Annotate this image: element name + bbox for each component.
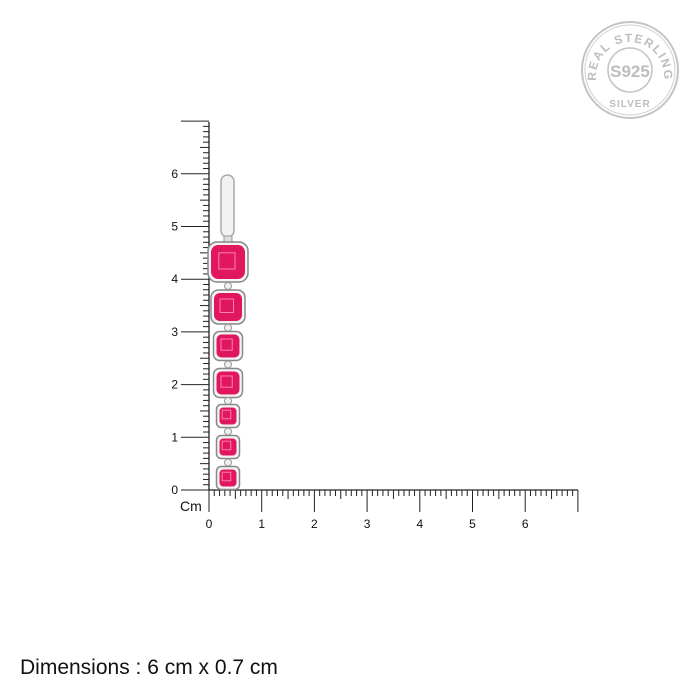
chain-link	[224, 397, 232, 405]
horizontal-tick-label: 3	[364, 517, 371, 531]
pink-gemstone	[219, 407, 237, 425]
chain-link	[224, 282, 232, 290]
horizontal-tick-label: 6	[522, 517, 529, 531]
gemstone-facet	[219, 298, 234, 313]
earring	[207, 174, 249, 491]
ruler-unit-label: Cm	[180, 498, 202, 514]
vertical-tick-label: 4	[171, 272, 178, 286]
gemstone-facet	[221, 409, 232, 420]
horizontal-tick-label: 4	[416, 517, 423, 531]
vertical-tick-label: 0	[171, 483, 178, 497]
gemstone-facet	[221, 471, 232, 482]
horizontal-tick-label: 1	[258, 517, 265, 531]
horizontal-tick-label: 0	[206, 517, 213, 531]
gemstone-facet	[218, 252, 236, 270]
chain-link	[224, 323, 232, 332]
pink-gemstone	[211, 245, 245, 279]
vertical-tick-label: 6	[171, 167, 178, 181]
vertical-tick-label: 2	[171, 378, 178, 392]
pink-gemstone	[219, 438, 237, 456]
chain-link	[224, 360, 232, 369]
vertical-tick-label: 3	[171, 325, 178, 339]
vertical-tick-label: 1	[171, 430, 178, 444]
horizontal-tick-label: 2	[311, 517, 318, 531]
measurement-ruler: 0 1 2 3 4 5 6 0 1 2 3 4 5 6	[171, 120, 579, 531]
dimensions-text: Dimensions : 6 cm x 0.7 cm	[20, 656, 278, 679]
hoop-clasp	[220, 174, 235, 238]
pink-gemstone	[216, 371, 240, 395]
pink-gemstone	[214, 293, 242, 321]
chain-link	[224, 427, 232, 436]
vertical-tick-label: 5	[171, 220, 178, 234]
sterling-silver-badge: REAL STERLING S925 SILVER	[581, 21, 679, 119]
badge-bottom-text: SILVER	[609, 99, 650, 110]
gemstone-facet	[221, 440, 232, 451]
pink-gemstone	[216, 334, 240, 358]
chain-link	[224, 458, 232, 467]
pink-gemstone	[219, 469, 237, 487]
horizontal-tick-label: 5	[469, 517, 476, 531]
badge-center-text: S925	[610, 62, 650, 81]
gemstone-facet	[220, 375, 233, 388]
gemstone-facet	[220, 338, 233, 351]
